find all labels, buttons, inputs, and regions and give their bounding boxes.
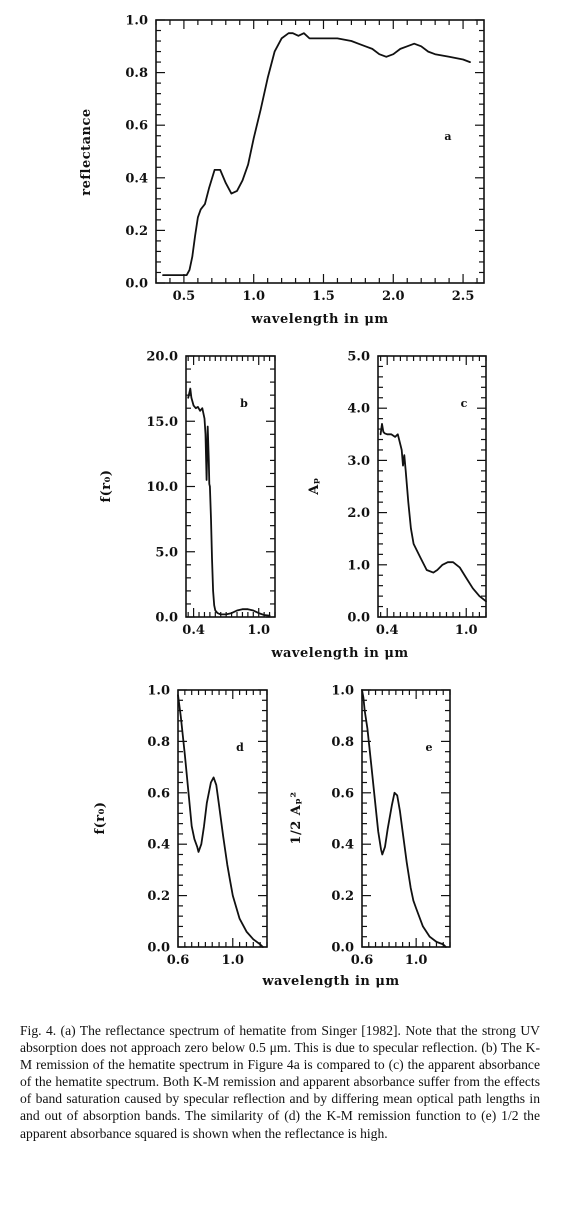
y-tick-label: 0.6	[147, 786, 170, 801]
y-tick-label: 0.2	[125, 224, 148, 239]
x-tick-label: 2.0	[382, 289, 405, 304]
y-tick-label: 0.0	[331, 941, 354, 956]
y-tick-label: 0.8	[147, 735, 170, 750]
series-line-b	[187, 387, 271, 617]
y-axis-title: f(r₀)	[93, 802, 108, 835]
panel-letter: a	[444, 130, 451, 143]
x-tick-label: 0.6	[167, 953, 190, 968]
plot-frame	[155, 19, 485, 284]
figure-caption: Fig. 4. (a) The reflectance spectrum of …	[20, 1023, 540, 1141]
y-tick-label: 15.0	[146, 415, 178, 430]
y-tick-label: 0.0	[155, 611, 178, 626]
y-tick-label: 0.0	[125, 277, 148, 292]
chart-panel-c: 0.0 1.0 2.0 3.0 4.0 5.0 0.4 1.0 c Aₚ	[307, 350, 487, 638]
x-tick-label: 0.5	[173, 289, 196, 304]
y-tick-label: 1.0	[331, 684, 354, 699]
y-axis-title: reflectance	[79, 108, 94, 195]
x-tick-label: 2.5	[452, 289, 475, 304]
y-tick-label: 1.0	[347, 558, 370, 573]
y-tick-label: 0.8	[331, 735, 354, 750]
panel-letter: c	[461, 397, 468, 410]
x-axis-title: wavelength in μm	[250, 312, 388, 327]
y-tick-label: 0.2	[331, 889, 354, 904]
y-tick-label: 0.6	[125, 119, 148, 134]
y-tick-label: 0.4	[125, 171, 148, 186]
chart-panel-e: 0.0 0.2 0.4 0.6 0.8 1.0 0.6 1.0 e 1/2 Aₚ²	[289, 684, 451, 968]
y-tick-label: 0.8	[125, 66, 148, 81]
y-tick-label: 0.0	[147, 941, 170, 956]
x-tick-label: 0.4	[376, 623, 399, 638]
series-line-d	[177, 694, 264, 948]
y-tick-label: 5.0	[155, 545, 178, 560]
series-line-a	[162, 32, 471, 276]
x-axis-title: wavelength in μm	[270, 646, 408, 661]
y-tick-label: 0.4	[147, 838, 170, 853]
series-line-c	[379, 423, 487, 603]
chart-panel-a: 0.0 0.2 0.4 0.6 0.8 1.0 0.5 1.0 1.5 2.0 2.5 a reflec…	[79, 14, 485, 327]
x-tick-label: 1.0	[455, 623, 478, 638]
y-tick-label: 0.6	[331, 786, 354, 801]
x-tick-label: 1.0	[405, 953, 428, 968]
y-tick-label: 20.0	[146, 350, 178, 365]
panel-letter: d	[236, 741, 244, 754]
plot-frame	[185, 355, 276, 618]
plot-frame	[177, 689, 268, 948]
y-tick-label: 1.0	[125, 14, 148, 29]
y-tick-label: 4.0	[347, 402, 370, 417]
x-tick-label: 1.0	[247, 623, 270, 638]
y-tick-label: 3.0	[347, 454, 370, 469]
y-tick-label: 0.4	[331, 838, 354, 853]
x-tick-label: 0.6	[351, 953, 374, 968]
y-tick-label: 5.0	[347, 350, 370, 365]
y-tick-label: 2.0	[347, 506, 370, 521]
plot-frame	[377, 355, 487, 618]
series-line-e	[361, 689, 447, 948]
panel-letter: e	[426, 741, 433, 754]
y-tick-label: 1.0	[147, 684, 170, 699]
x-tick-label: 1.0	[221, 953, 244, 968]
y-tick-label: 0.0	[347, 611, 370, 626]
x-tick-label: 1.5	[312, 289, 335, 304]
chart-panel-d: 0.0 0.2 0.4 0.6 0.8 1.0 0.6 1.0 d f(r₀) wavelength…	[93, 684, 399, 990]
y-tick-label: 10.0	[146, 480, 178, 495]
x-tick-label: 1.0	[242, 289, 265, 304]
x-tick-label: 0.4	[182, 623, 205, 638]
chart-panel-b: 0.0 5.0 10.0 15.0 20.0 0.4 1.0 b f(r₀) wavelength…	[99, 350, 408, 662]
y-axis-title: 1/2 Aₚ²	[289, 791, 304, 844]
panel-letter: b	[240, 397, 248, 410]
y-tick-label: 0.2	[147, 889, 170, 904]
plot-frame	[361, 689, 451, 948]
figure-plots: 0.0 0.2 0.4 0.6 0.8 1.0 0.5 1.0 1.5 2.0 2.5 a reflec…	[79, 14, 487, 990]
y-axis-title: Aₚ	[307, 477, 322, 496]
y-axis-title: f(r₀)	[99, 470, 114, 503]
x-axis-title: wavelength in μm	[261, 974, 399, 989]
